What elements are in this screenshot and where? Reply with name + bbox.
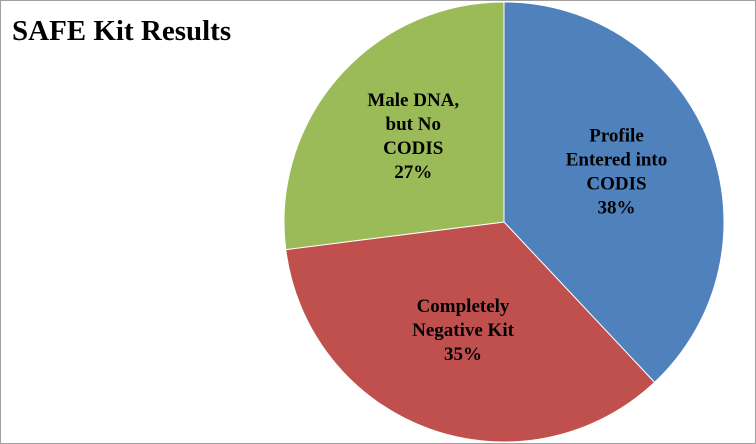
chart-title: SAFE Kit Results — [12, 15, 231, 47]
slice-value-label: 38% — [598, 197, 636, 218]
pie-slice — [503, 1, 725, 384]
slice-label: Profile Entered into CODIS — [566, 125, 668, 194]
slice-label: Male DNA, but No CODIS — [367, 90, 459, 159]
pie-slice — [283, 1, 505, 251]
slices — [283, 1, 725, 443]
pie-slice — [285, 221, 656, 443]
slice-value-label: 27% — [394, 162, 432, 183]
slice-value-label: 35% — [444, 344, 482, 365]
slice-label: Completely Negative Kit — [412, 296, 515, 341]
